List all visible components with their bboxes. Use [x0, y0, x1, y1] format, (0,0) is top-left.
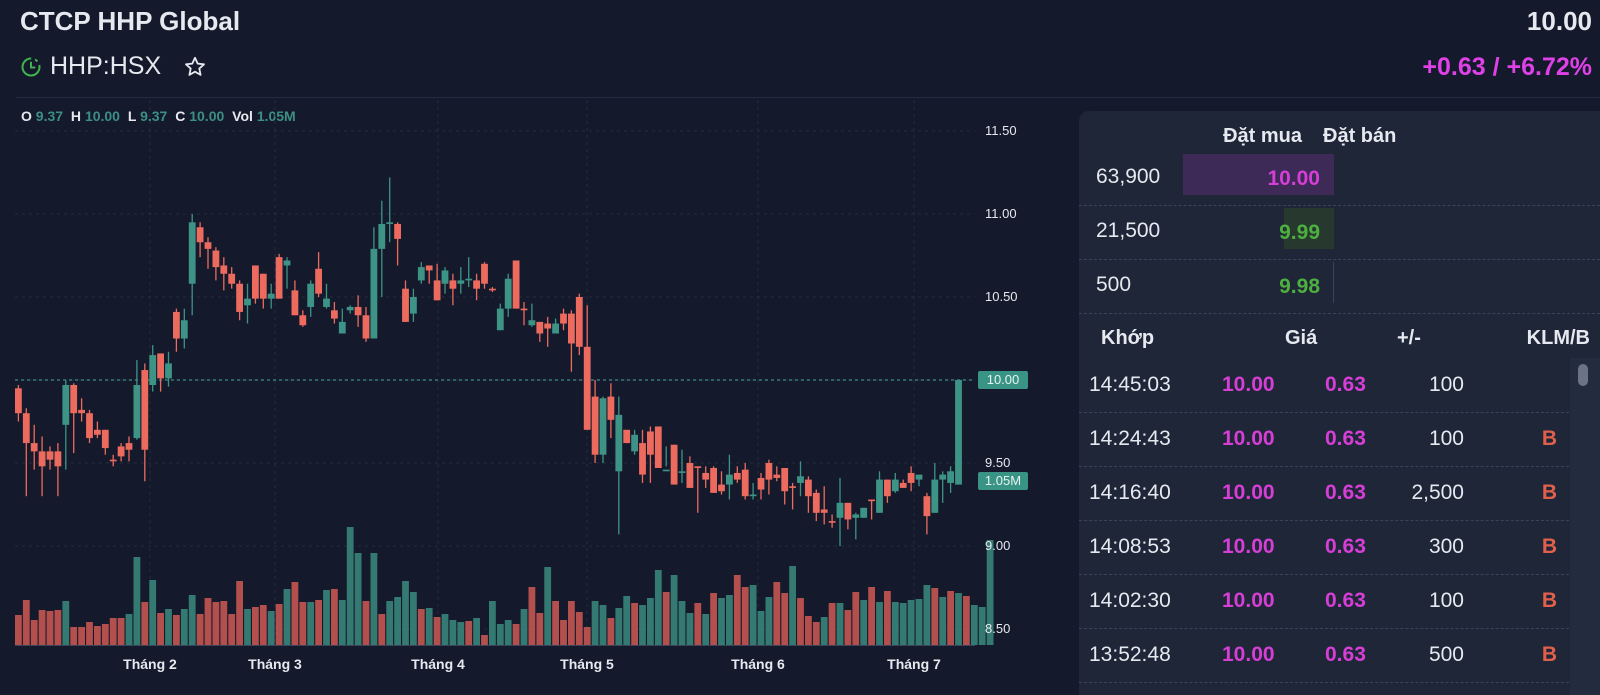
trade-row[interactable]: 14:45:03 10.00 0.63 100 [1079, 359, 1569, 413]
trade-price: 10.00 [1222, 373, 1275, 396]
trade-price: 10.00 [1222, 535, 1275, 558]
order-book-row[interactable]: 63,900 10.00 [1079, 152, 1600, 206]
last-price: 10.00 [1526, 6, 1592, 36]
bid-price-cell: 10.00 [1183, 154, 1334, 195]
bid-price: 9.99 [1279, 221, 1320, 244]
ask-header: Đặt bán [1323, 125, 1397, 147]
trade-change: 0.63 [1325, 481, 1366, 504]
y-tick: 9.50 [985, 455, 1011, 470]
bid-header: Đặt mua [1223, 125, 1302, 147]
bid-depth-bar [1183, 154, 1334, 195]
trade-time: 14:16:40 [1089, 481, 1171, 504]
trade-change: 0.63 [1325, 589, 1366, 612]
trade-price: 10.00 [1222, 481, 1275, 504]
open-value: 9.37 [35, 108, 64, 124]
trade-change: 0.63 [1325, 427, 1366, 450]
trade-side: B [1541, 643, 1557, 666]
trade-volume: 100 [1428, 373, 1464, 396]
trading-panel: Đặt mua Đặt bán 63,900 10.00 21,500 9.99… [1079, 111, 1600, 695]
bid-volume: 63,900 [1096, 165, 1161, 188]
change-header: +/- [1397, 327, 1421, 349]
trade-volume: 300 [1428, 535, 1464, 558]
bid-price: 9.98 [1279, 275, 1320, 298]
trade-time: 14:24:43 [1089, 427, 1171, 450]
low-value: 9.37 [140, 108, 168, 124]
market-clock-icon [20, 56, 42, 78]
price-header: Giá [1285, 327, 1318, 349]
x-tick-month: Tháng 7 [887, 656, 941, 672]
bid-depth-bar [1284, 208, 1334, 249]
trade-row[interactable]: 14:24:43 10.00 0.63 100 B [1079, 413, 1569, 467]
x-tick-month: Tháng 5 [560, 656, 614, 672]
bid-price: 10.00 [1267, 167, 1320, 190]
trade-row[interactable]: 14:02:30 10.00 0.63 100 B [1079, 575, 1569, 629]
trade-row[interactable]: 14:16:40 10.00 0.63 2,500 B [1079, 467, 1569, 521]
order-book-row[interactable]: 21,500 9.99 [1079, 206, 1600, 260]
trade-row[interactable]: 14:08:53 10.00 0.63 300 B [1079, 521, 1569, 575]
trade-time: 13:52:48 [1089, 643, 1171, 666]
x-tick-month: Tháng 4 [411, 656, 465, 672]
open-label: O [21, 108, 32, 124]
trade-volume: 100 [1428, 427, 1464, 450]
volume-label: Vol [232, 108, 253, 124]
trade-volume: 500 [1428, 643, 1464, 666]
low-label: L [127, 108, 137, 124]
bid-volume: 500 [1096, 273, 1132, 296]
volume-tag: 1.05M [978, 472, 1028, 490]
trade-change: 0.63 [1325, 535, 1366, 558]
y-tick: 9.00 [985, 538, 1011, 553]
y-tick: 8.50 [985, 621, 1011, 636]
trade-row[interactable]: 13:52:48 10.00 0.63 500 B [1079, 629, 1569, 683]
favorite-star-icon[interactable] [183, 55, 207, 79]
x-tick-month: Tháng 6 [731, 656, 785, 672]
y-tick: 10.50 [985, 289, 1018, 304]
trades-scrollbar[interactable] [1570, 358, 1600, 695]
bid-depth-bar [1333, 262, 1334, 303]
x-tick-month: Tháng 3 [248, 656, 302, 672]
trade-volume: 100 [1428, 589, 1464, 612]
ohlc-legend: O 9.37 H 10.00 L 9.37 C 10.00 Vol 1.05M [21, 108, 300, 124]
trade-time: 14:02:30 [1089, 589, 1171, 612]
trade-side: B [1541, 535, 1557, 558]
bid-price-cell: 9.99 [1183, 208, 1334, 249]
trade-side: B [1541, 427, 1557, 450]
y-tick: 11.50 [985, 123, 1017, 138]
trade-volume: 2,500 [1411, 481, 1464, 504]
company-name: CTCP HHP Global [20, 6, 241, 36]
high-label: H [70, 108, 82, 124]
volume-side-header: KLM/B [1526, 327, 1590, 349]
ticker-symbol: HHP:HSX [50, 52, 162, 80]
trade-time: 14:45:03 [1089, 373, 1171, 396]
close-label: C [175, 108, 186, 124]
price-change: +0.63 / +6.72% [1422, 53, 1592, 81]
trade-price: 10.00 [1222, 589, 1275, 612]
bid-price-cell: 9.98 [1183, 262, 1334, 303]
trade-change: 0.63 [1325, 373, 1366, 396]
trade-change: 0.63 [1325, 643, 1366, 666]
high-value: 10.00 [84, 108, 120, 124]
last-price-tag: 10.00 [978, 371, 1028, 389]
close-value: 10.00 [189, 108, 225, 124]
bid-volume: 21,500 [1096, 219, 1161, 242]
trade-side: B [1541, 589, 1557, 612]
order-book-row[interactable]: 500 9.98 [1079, 260, 1600, 314]
scrollbar-thumb[interactable] [1578, 364, 1588, 386]
trade-time: 14:08:53 [1089, 535, 1171, 558]
time-header: Khớp [1101, 327, 1155, 349]
ticker-row: HHP:HSX [20, 52, 207, 81]
trade-price: 10.00 [1222, 427, 1275, 450]
candlestick-chart[interactable] [0, 100, 1060, 695]
header-divider [16, 97, 1600, 98]
volume-value: 1.05M [256, 108, 296, 124]
y-tick: 11.00 [985, 206, 1017, 221]
x-tick-month: Tháng 2 [123, 656, 177, 672]
trade-side: B [1541, 481, 1557, 504]
trade-price: 10.00 [1222, 643, 1275, 666]
